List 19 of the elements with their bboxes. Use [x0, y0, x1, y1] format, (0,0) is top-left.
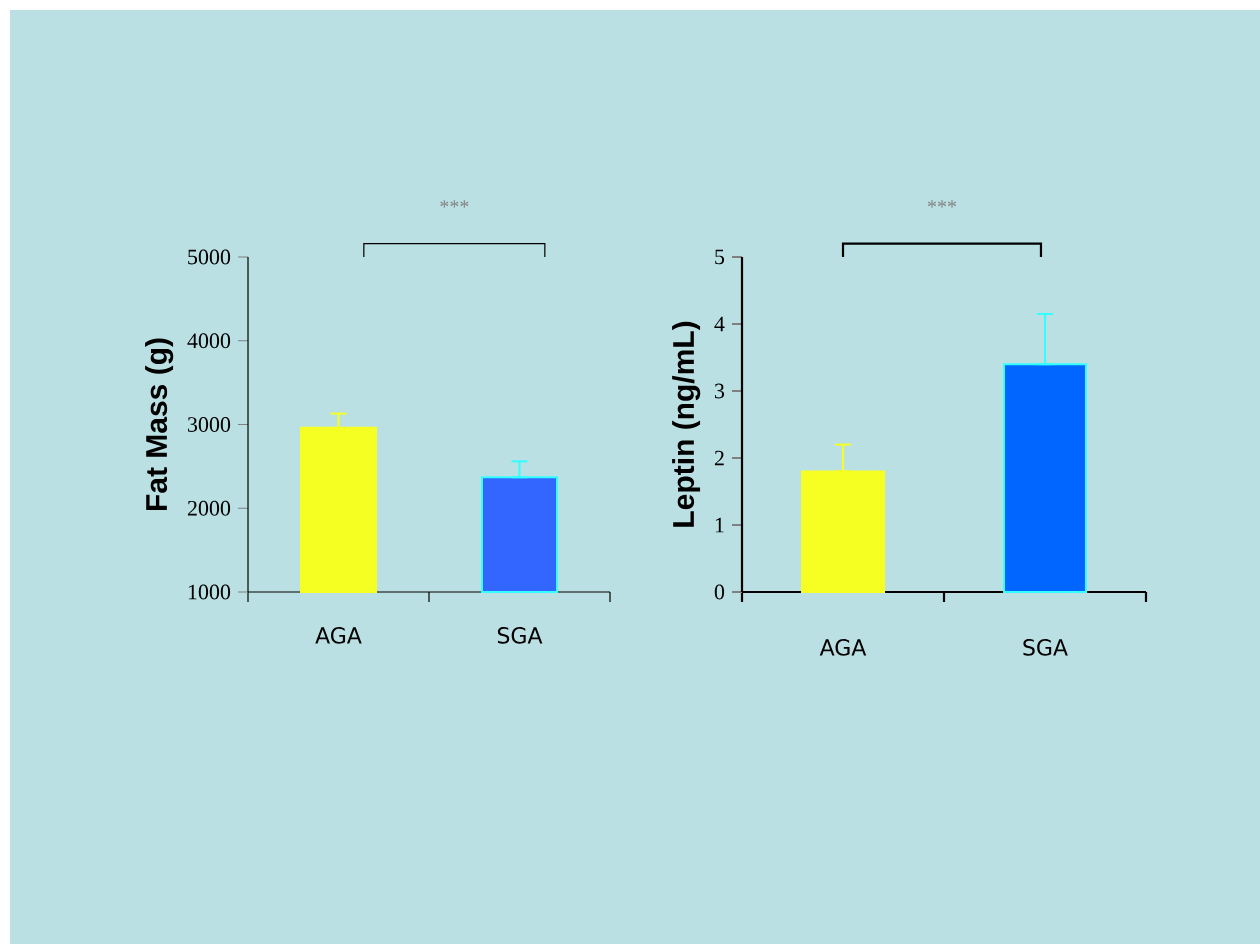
y-tick-label: 4 [714, 316, 725, 332]
x-tick-label: SGA [497, 627, 543, 644]
y-axis-title: Fat Mass (g) [145, 338, 174, 510]
y-tick-label: 1000 [188, 584, 231, 600]
text: *** [440, 200, 469, 208]
text: *** [927, 200, 957, 208]
y-tick-label: 0 [714, 584, 725, 600]
x-tick-label: SGA [1023, 639, 1068, 656]
y-tick-label: 2 [714, 450, 724, 466]
y-tick-label: 3 [715, 383, 725, 399]
y-tick-label: 5 [715, 249, 725, 265]
x-tick-label: AGA [315, 627, 362, 644]
y-axis-title: Leptin (ng/mL) [672, 321, 701, 527]
y-tick-label: 5000 [188, 249, 231, 265]
y-tick-label: 3000 [188, 417, 231, 432]
y-tick-label: 1 [715, 517, 724, 533]
y-tick-label: 4000 [187, 333, 231, 349]
y-tick-label: 2000 [187, 500, 231, 516]
x-tick-label: AGA [819, 639, 867, 656]
